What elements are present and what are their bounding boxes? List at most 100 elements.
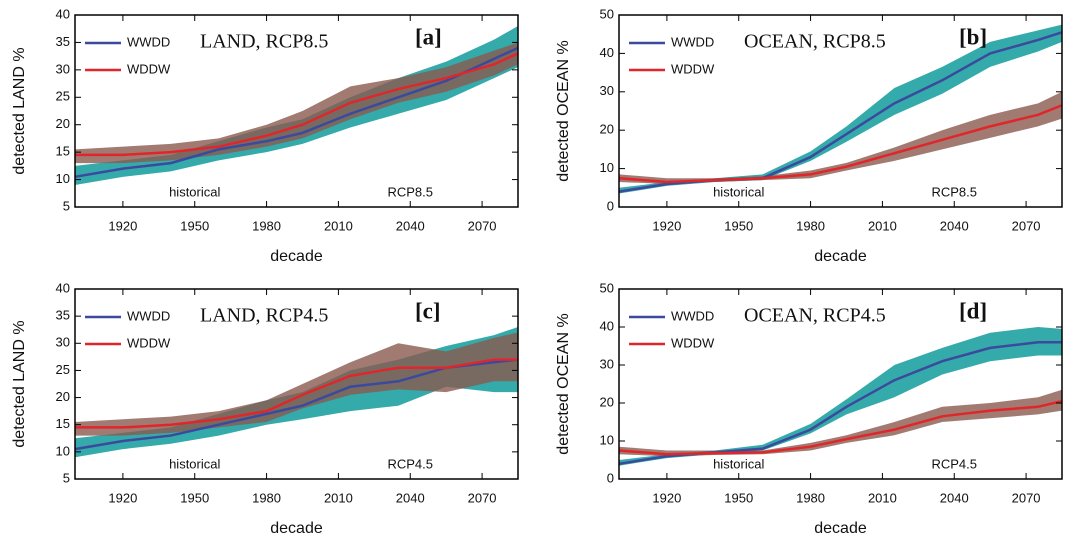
x-tick-label: 1920 <box>652 218 681 233</box>
x-tick-label: 1950 <box>724 218 753 233</box>
x-tick-label: 1920 <box>108 218 137 233</box>
legend-label: WDDW <box>127 61 171 76</box>
x-tick-label: 2070 <box>1012 218 1041 233</box>
y-tick-label: 10 <box>56 171 70 186</box>
y-tick-label: 30 <box>56 335 70 350</box>
y-tick-label: 20 <box>600 394 614 409</box>
legend-label: WDDW <box>671 335 715 350</box>
annotation: RCP8.5 <box>387 184 433 199</box>
panel-title: OCEAN, RCP4.5 <box>744 305 886 327</box>
panel: 0 10 20 30 40 50 1920 1950 1980 2010 2040 2070 decad… <box>555 6 1063 265</box>
y-tick-label: 30 <box>56 61 70 76</box>
uncertainty-band <box>619 24 1062 194</box>
annotation: historical <box>713 184 764 199</box>
legend-label: WDDW <box>671 61 715 76</box>
uncertainty-band <box>75 332 518 436</box>
series-line <box>618 104 1063 184</box>
legend-label: WWDD <box>127 308 170 323</box>
y-tick-label: 15 <box>56 416 70 431</box>
y-tick-label: 15 <box>56 144 70 159</box>
y-tick-label: 20 <box>600 122 614 137</box>
annotation: historical <box>713 456 764 471</box>
panel-title: LAND, RCP4.5 <box>200 305 328 327</box>
y-tick-label: 20 <box>56 389 70 404</box>
x-tick-label: 2040 <box>940 490 969 505</box>
panel-label: [d] <box>959 298 987 323</box>
x-tick-label: 1950 <box>180 490 209 505</box>
uncertainty-band <box>619 327 1062 466</box>
y-tick-label: 25 <box>56 362 70 377</box>
y-tick-label: 50 <box>600 6 614 21</box>
y-tick-label: 35 <box>56 308 70 323</box>
x-tick-label: 2040 <box>396 490 425 505</box>
x-tick-label: 2010 <box>868 490 897 505</box>
x-axis-label: decade <box>270 248 323 265</box>
y-tick-label: 20 <box>56 116 70 131</box>
annotation: RCP4.5 <box>387 456 433 471</box>
x-axis-label: decade <box>814 520 867 537</box>
x-tick-label: 1980 <box>252 218 281 233</box>
x-tick-label: 2070 <box>468 218 497 233</box>
y-tick-label: 10 <box>600 160 614 175</box>
series-line <box>75 52 519 157</box>
panel: 5 10 15 20 25 30 35 40 1920 1950 1980 2010 2040 2070 d… <box>11 6 519 265</box>
y-tick-label: 10 <box>600 432 614 447</box>
y-axis-label: detected LAND % <box>11 47 28 174</box>
plot-frame <box>74 288 519 480</box>
x-tick-label: 2040 <box>396 218 425 233</box>
y-tick-label: 5 <box>63 198 70 213</box>
legend-label: WDDW <box>127 335 171 350</box>
y-tick-label: 25 <box>56 89 70 104</box>
legend-label: WWDD <box>671 308 714 323</box>
x-tick-label: 2010 <box>868 218 897 233</box>
x-tick-label: 2070 <box>468 490 497 505</box>
panel: 5 10 15 20 25 30 35 40 1920 1950 1980 2010 2040 2070 d… <box>11 280 519 537</box>
x-tick-label: 2010 <box>324 490 353 505</box>
y-tick-label: 40 <box>56 6 70 21</box>
x-tick-label: 2040 <box>940 218 969 233</box>
y-tick-label: 50 <box>600 280 614 295</box>
panel: 0 10 20 30 40 50 1920 1950 1980 2010 2040 2070 decad… <box>555 280 1063 537</box>
x-tick-label: 1950 <box>724 490 753 505</box>
legend-label: WWDD <box>127 34 170 49</box>
panel-title: LAND, RCP8.5 <box>200 31 328 53</box>
x-tick-label: 2010 <box>324 218 353 233</box>
annotation: historical <box>169 184 220 199</box>
y-tick-label: 0 <box>607 198 614 213</box>
y-axis-label: detected OCEAN % <box>555 313 572 454</box>
series-line <box>75 358 518 429</box>
y-axis-label: detected LAND % <box>11 320 28 447</box>
plot-frame <box>618 288 1063 480</box>
x-tick-label: 1950 <box>180 218 209 233</box>
plot-frame <box>74 14 519 208</box>
legend-label: WWDD <box>671 34 714 49</box>
x-tick-label: 2070 <box>1012 490 1041 505</box>
y-tick-label: 40 <box>600 45 614 60</box>
uncertainty-band <box>619 91 1062 184</box>
y-tick-label: 35 <box>56 34 70 49</box>
x-tick-label: 1980 <box>796 490 825 505</box>
y-tick-label: 30 <box>600 356 614 371</box>
x-tick-label: 1980 <box>252 490 281 505</box>
uncertainty-band <box>619 389 1062 457</box>
y-tick-label: 30 <box>600 83 614 98</box>
y-tick-label: 40 <box>56 280 70 295</box>
panel-title: OCEAN, RCP8.5 <box>744 31 886 53</box>
x-axis-label: decade <box>814 248 867 265</box>
annotation: RCP4.5 <box>931 456 977 471</box>
plot-frame <box>618 14 1063 208</box>
y-axis-label: detected OCEAN % <box>555 40 572 181</box>
y-tick-label: 40 <box>600 318 614 333</box>
y-tick-label: 0 <box>607 470 614 485</box>
x-tick-label: 1980 <box>796 218 825 233</box>
x-tick-label: 1920 <box>652 490 681 505</box>
y-tick-label: 5 <box>63 470 70 485</box>
panel-label: [b] <box>959 24 987 49</box>
uncertainty-band <box>75 42 518 164</box>
panel-label: [c] <box>415 298 441 323</box>
annotation: historical <box>169 456 220 471</box>
annotation: RCP8.5 <box>931 184 977 199</box>
series-line <box>618 399 1063 456</box>
x-axis-label: decade <box>270 520 323 537</box>
